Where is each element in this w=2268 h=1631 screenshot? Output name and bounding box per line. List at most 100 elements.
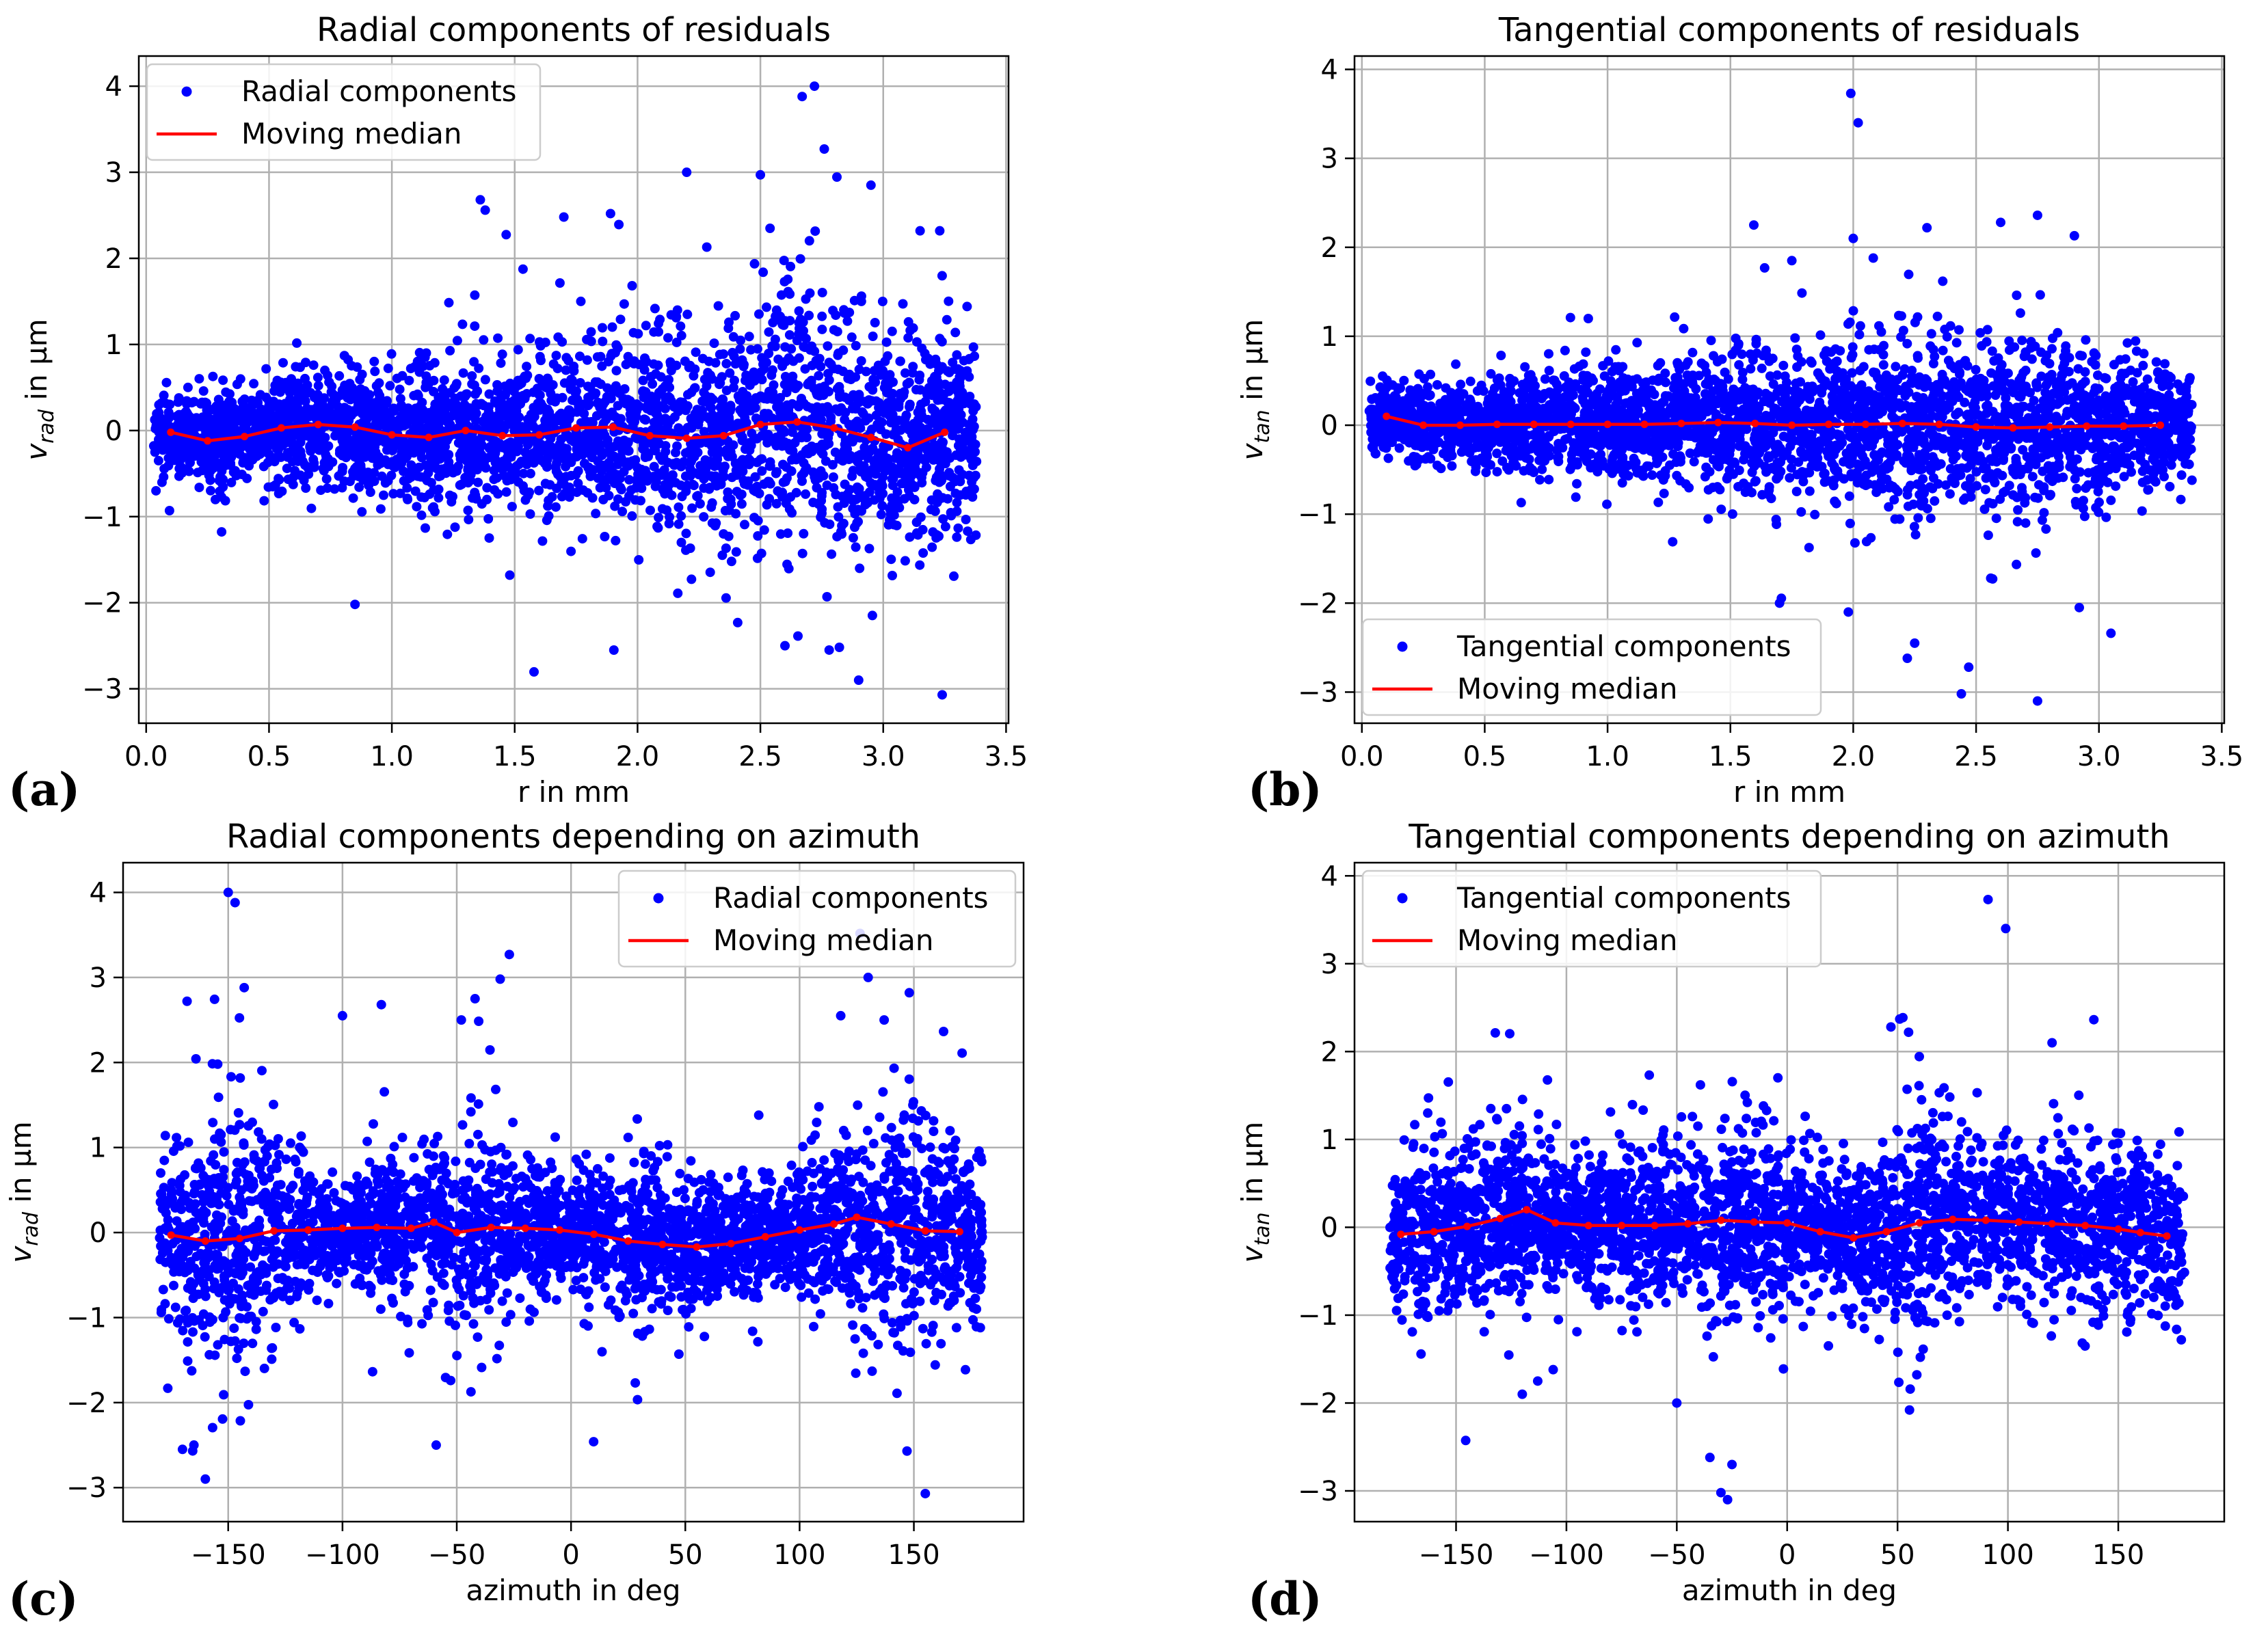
y-tick-label: −1 bbox=[82, 502, 122, 533]
scatter-point bbox=[822, 592, 832, 602]
scatter-point bbox=[887, 474, 897, 484]
scatter-point bbox=[765, 461, 775, 471]
scatter-point bbox=[840, 392, 850, 403]
scatter-point bbox=[662, 393, 672, 403]
outlier-point bbox=[605, 208, 615, 219]
scatter-point bbox=[640, 453, 650, 462]
scatter-point bbox=[1627, 381, 1637, 392]
scatter-point bbox=[300, 396, 310, 406]
scatter-point bbox=[2111, 481, 2121, 491]
scatter-point bbox=[886, 395, 896, 405]
scatter-point bbox=[550, 396, 560, 407]
scatter-point bbox=[954, 391, 964, 401]
scatter-point bbox=[534, 485, 544, 496]
scatter-point bbox=[892, 487, 903, 497]
scatter-point bbox=[779, 256, 789, 266]
scatter-point bbox=[611, 366, 622, 376]
scatter-point bbox=[649, 461, 659, 472]
scatter-point bbox=[534, 390, 544, 400]
scatter-point bbox=[683, 390, 693, 400]
scatter-point bbox=[896, 478, 907, 489]
scatter-point bbox=[148, 441, 159, 451]
scatter-point bbox=[516, 378, 526, 388]
scatter-point bbox=[573, 478, 583, 489]
scatter-point bbox=[343, 427, 353, 437]
scatter-point bbox=[237, 411, 247, 421]
scatter-point bbox=[803, 378, 814, 388]
scatter-point bbox=[948, 411, 958, 421]
y-tick-label: 4 bbox=[105, 71, 122, 103]
scatter-point bbox=[537, 378, 548, 388]
scatter-point bbox=[1565, 312, 1575, 323]
scatter-point bbox=[875, 493, 885, 503]
scatter-point bbox=[623, 351, 633, 362]
scatter-point bbox=[1727, 509, 1737, 519]
scatter-point bbox=[466, 475, 476, 485]
scatter-point bbox=[961, 515, 971, 524]
scatter-point bbox=[699, 512, 709, 522]
scatter-point bbox=[868, 332, 878, 341]
scatter-point bbox=[911, 457, 921, 468]
scatter-point bbox=[673, 519, 684, 529]
scatter-point bbox=[2004, 481, 2014, 491]
scatter-point bbox=[1894, 310, 1904, 321]
scatter-point bbox=[370, 400, 380, 410]
scatter-point bbox=[705, 567, 715, 578]
scatter-point bbox=[2035, 290, 2045, 300]
scatter-point bbox=[704, 484, 715, 494]
scatter-point bbox=[330, 431, 341, 441]
scatter-point bbox=[204, 470, 214, 481]
scatter-point bbox=[496, 398, 507, 407]
scatter-point bbox=[888, 409, 898, 420]
scatter-point bbox=[741, 418, 751, 428]
x-tick-label: 3.5 bbox=[985, 741, 1028, 772]
scatter-point bbox=[235, 449, 245, 459]
scatter-point bbox=[370, 366, 380, 377]
scatter-point bbox=[561, 472, 572, 482]
scatter-points bbox=[1364, 88, 2197, 706]
scatter-point bbox=[591, 509, 601, 519]
scatter-point bbox=[695, 499, 705, 509]
scatter-point bbox=[433, 484, 444, 494]
scatter-point bbox=[900, 422, 910, 432]
scatter-point bbox=[252, 420, 262, 431]
scatter-point bbox=[586, 327, 596, 337]
scatter-point bbox=[927, 390, 937, 401]
scatter-point bbox=[721, 403, 732, 414]
scatter-point bbox=[730, 422, 740, 432]
scatter-point bbox=[682, 309, 693, 319]
scatter-point bbox=[939, 407, 949, 417]
scatter-point bbox=[711, 437, 721, 448]
scatter-point bbox=[598, 323, 607, 333]
scatter-point bbox=[848, 401, 858, 412]
scatter-point bbox=[669, 412, 680, 422]
scatter-point bbox=[542, 454, 552, 464]
scatter-point bbox=[369, 356, 379, 366]
scatter-point bbox=[575, 432, 585, 442]
scatter-point bbox=[555, 278, 565, 288]
scatter-point bbox=[2119, 472, 2129, 482]
scatter-point bbox=[627, 281, 637, 291]
scatter-point bbox=[374, 378, 384, 388]
scatter-point bbox=[624, 461, 633, 471]
scatter-point bbox=[208, 371, 218, 381]
scatter-point bbox=[596, 351, 606, 362]
scatter-point bbox=[816, 409, 825, 419]
scatter-point bbox=[923, 414, 933, 424]
scatter-point bbox=[539, 403, 549, 414]
scatter-point bbox=[721, 593, 731, 603]
scatter-point bbox=[1982, 325, 1992, 335]
outlier-point bbox=[797, 92, 808, 102]
scatter-point bbox=[718, 466, 728, 476]
scatter-point bbox=[1940, 480, 1951, 490]
scatter-point bbox=[442, 529, 453, 539]
x-tick-label: 0.5 bbox=[248, 741, 291, 772]
scatter-point bbox=[758, 359, 768, 369]
scatter-point bbox=[308, 360, 319, 370]
scatter-point bbox=[425, 452, 436, 462]
scatter-point bbox=[1768, 379, 1778, 389]
scatter-point bbox=[312, 373, 323, 383]
scatter-point bbox=[632, 433, 642, 444]
scatter-point bbox=[659, 465, 669, 475]
scatter-point bbox=[225, 389, 235, 399]
